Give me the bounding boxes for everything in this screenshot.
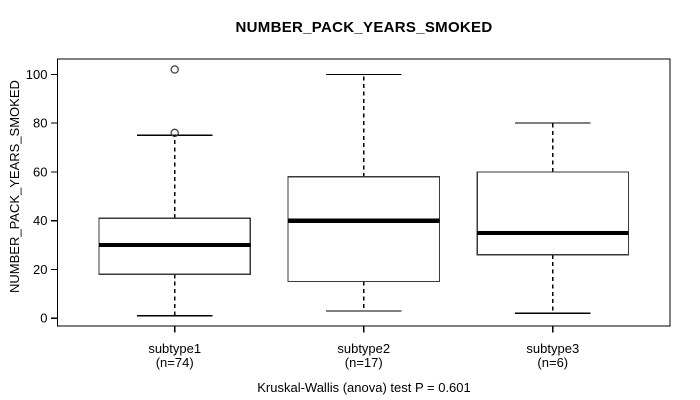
y-axis-tick-label: 60: [33, 164, 47, 179]
y-axis-tick-label: 80: [33, 116, 47, 131]
y-axis-tick-label: 0: [40, 311, 47, 326]
x-group-sublabel: (n=17): [345, 355, 383, 370]
outlier-point: [170, 128, 179, 138]
outlier-point: [170, 65, 179, 74]
x-group-label: subtype1: [148, 341, 201, 356]
x-group-sublabel: (n=6): [537, 355, 568, 370]
chart-title: NUMBER_PACK_YEARS_SMOKED: [235, 19, 493, 36]
x-group-label: subtype2: [337, 341, 390, 356]
x-group-label: subtype3: [526, 341, 579, 356]
stat-test-label: Kruskal-Wallis (anova) test P = 0.601: [257, 380, 471, 395]
iqr-box: [476, 171, 630, 256]
x-group-sublabel: (n=74): [156, 355, 194, 370]
iqr-box: [287, 176, 440, 283]
y-axis-tick-label: 20: [33, 262, 47, 277]
y-axis-tick-label: 100: [26, 67, 48, 82]
y-axis-tick-label: 40: [33, 213, 47, 228]
